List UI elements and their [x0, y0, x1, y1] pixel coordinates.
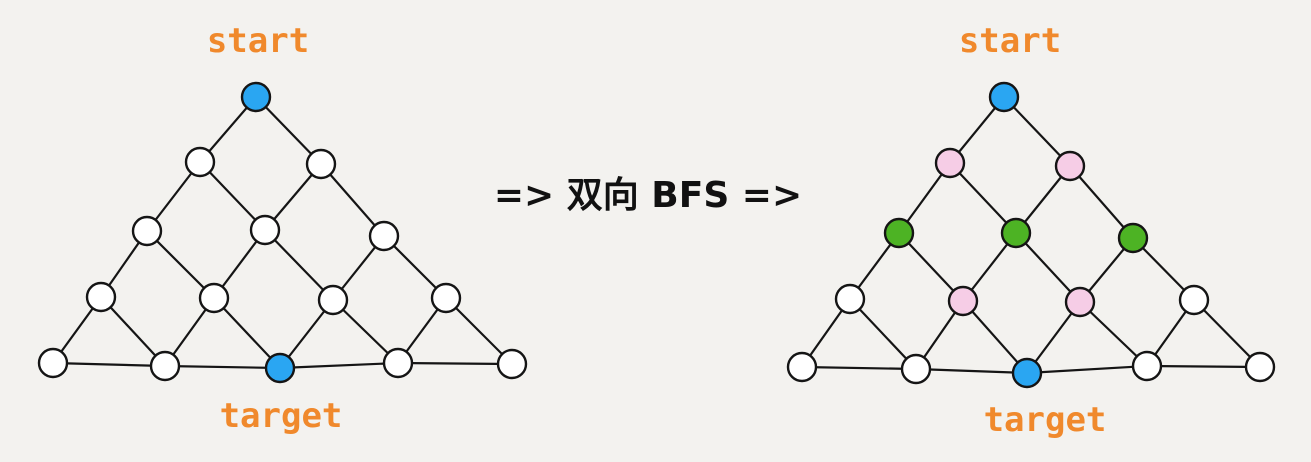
graph-edge: [961, 299, 1029, 375]
graph-edge: [800, 365, 918, 371]
target-node: [1011, 357, 1043, 389]
graph-edge: [1078, 300, 1149, 368]
empty-node: [496, 348, 528, 380]
target-node: [264, 352, 296, 384]
graph-edge: [1145, 364, 1262, 369]
graph-edge: [1068, 164, 1135, 240]
start-node: [240, 81, 272, 113]
empty-node: [1178, 284, 1210, 316]
empty-node: [85, 281, 117, 313]
empty-node: [382, 347, 414, 379]
right-start-label: start: [959, 21, 1061, 61]
left-start-label: start: [207, 21, 309, 61]
empty-node: [317, 284, 349, 316]
empty-node: [368, 220, 400, 252]
empty-node: [184, 146, 216, 178]
graph-edge: [278, 361, 400, 370]
graph-edge: [212, 296, 282, 370]
graph-edge: [163, 364, 282, 370]
graph-edge: [263, 228, 335, 302]
empty-node: [786, 351, 818, 383]
empty-node: [1131, 350, 1163, 382]
pink-node: [1064, 286, 1096, 318]
empty-node: [249, 214, 281, 246]
empty-node: [198, 282, 230, 314]
graph-edge: [914, 367, 1029, 375]
graph-edge: [198, 160, 267, 232]
graph-edge: [1192, 298, 1262, 369]
empty-node: [900, 353, 932, 385]
right-target-label: target: [984, 400, 1107, 440]
graph-edge: [1025, 364, 1149, 375]
empty-node: [305, 148, 337, 180]
graph-edge: [444, 296, 514, 366]
empty-node: [131, 215, 163, 247]
middle-bidirectional-bfs-label: => 双向 BFS =>: [494, 175, 802, 216]
pink-node: [947, 285, 979, 317]
graph-edge: [1002, 95, 1072, 168]
empty-node: [149, 350, 181, 382]
graph-edge: [319, 162, 386, 238]
graph-edge: [948, 161, 1018, 235]
left-target-label: target: [220, 396, 343, 436]
empty-node: [430, 282, 462, 314]
green-node: [883, 217, 915, 249]
pink-node: [934, 147, 966, 179]
graph-edge: [396, 361, 514, 366]
right-graph: start target: [786, 21, 1276, 440]
left-graph: start target: [37, 21, 528, 436]
graph-edge: [99, 295, 167, 368]
green-node: [1000, 217, 1032, 249]
empty-node: [834, 283, 866, 315]
graph-edge: [848, 297, 918, 371]
graph-edge: [51, 361, 167, 368]
graph-edge: [145, 229, 216, 300]
empty-node: [1244, 351, 1276, 383]
pink-node: [1054, 150, 1086, 182]
empty-node: [37, 347, 69, 379]
graph-edge: [254, 95, 323, 166]
graph-edge: [897, 231, 965, 303]
green-node: [1117, 222, 1149, 254]
start-node: [988, 81, 1020, 113]
graph-edge: [1014, 231, 1082, 304]
